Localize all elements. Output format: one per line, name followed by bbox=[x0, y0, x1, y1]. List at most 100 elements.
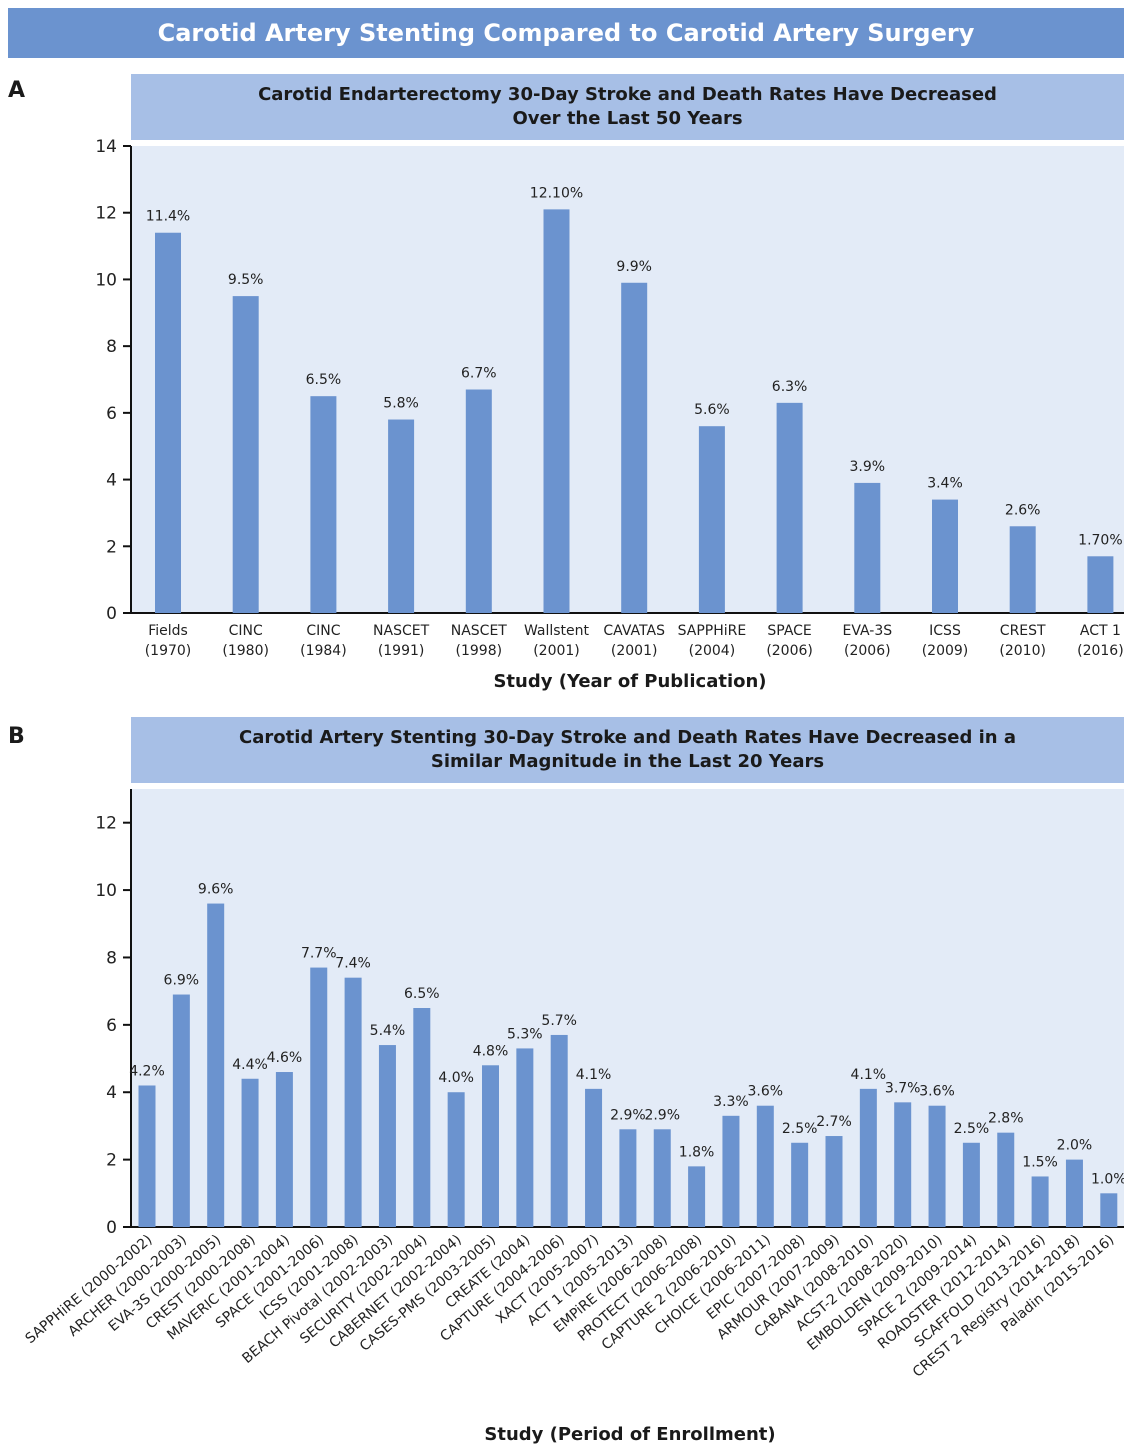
bar-value-label-b: 3.6% bbox=[919, 1084, 955, 1100]
bar-value-label-a: 6.7% bbox=[461, 366, 497, 382]
x-axis-title-b: Study (Period of Enrollment) bbox=[484, 1424, 775, 1445]
category-year-label-a: (2006) bbox=[844, 643, 891, 659]
y-tick-label-a: 8 bbox=[106, 337, 117, 357]
y-tick-label-b: 0 bbox=[106, 1218, 117, 1238]
bar-b bbox=[207, 903, 225, 1227]
category-year-label-a: (2010) bbox=[999, 643, 1046, 659]
bar-value-label-a: 6.5% bbox=[306, 372, 342, 388]
bar-value-label-b: 4.8% bbox=[473, 1043, 509, 1059]
bar-b bbox=[928, 1105, 946, 1227]
figure-title: Carotid Artery Stenting Compared to Caro… bbox=[8, 8, 1124, 58]
bar-a bbox=[232, 296, 259, 613]
bar-b bbox=[1065, 1159, 1083, 1227]
bar-a bbox=[1087, 556, 1114, 613]
category-year-label-a: (1984) bbox=[300, 643, 347, 659]
panel-b-letter: B bbox=[8, 724, 25, 749]
category-label-a: NASCET bbox=[373, 623, 430, 639]
bar-b bbox=[447, 1092, 465, 1227]
category-label-a: CINC bbox=[229, 623, 263, 639]
bar-value-label-b: 3.7% bbox=[885, 1080, 921, 1096]
bar-value-label-b: 7.4% bbox=[335, 956, 371, 972]
category-year-label-a: (1998) bbox=[456, 643, 503, 659]
bar-value-label-b: 7.7% bbox=[301, 946, 337, 962]
bar-a bbox=[932, 499, 958, 613]
y-tick-label-b: 12 bbox=[95, 814, 117, 834]
y-tick-label-a: 10 bbox=[95, 270, 117, 290]
bar-b bbox=[585, 1088, 603, 1227]
y-tick-label-a: 2 bbox=[106, 537, 117, 557]
category-year-label-a: (1970) bbox=[145, 643, 192, 659]
y-tick-label-a: 0 bbox=[106, 604, 117, 624]
category-label-a: Wallstent bbox=[524, 623, 590, 639]
y-tick-label-b: 4 bbox=[106, 1083, 117, 1103]
bar-value-label-a: 6.3% bbox=[772, 379, 808, 395]
bar-value-label-b: 4.1% bbox=[576, 1067, 612, 1083]
bar-value-label-b: 1.0% bbox=[1091, 1171, 1124, 1187]
bar-value-label-a: 5.6% bbox=[694, 402, 730, 418]
bar-b bbox=[550, 1034, 568, 1227]
bar-b bbox=[413, 1008, 431, 1227]
bar-value-label-b: 4.2% bbox=[129, 1063, 165, 1079]
panel-a-title-line-2: Over the Last 50 Years bbox=[512, 108, 743, 129]
bar-b bbox=[482, 1065, 499, 1227]
bar-b bbox=[653, 1129, 671, 1227]
bar-value-label-a: 12.10% bbox=[530, 185, 583, 201]
bar-b bbox=[241, 1078, 259, 1227]
bar-b bbox=[516, 1048, 534, 1227]
bar-value-label-b: 3.3% bbox=[713, 1094, 749, 1110]
bar-b bbox=[344, 977, 362, 1227]
bar-value-label-b: 4.4% bbox=[232, 1057, 268, 1073]
panel-a-letter: A bbox=[8, 78, 26, 103]
bar-value-label-b: 2.0% bbox=[1057, 1138, 1093, 1154]
bar-b bbox=[378, 1045, 396, 1227]
bar-value-label-a: 2.6% bbox=[1005, 502, 1041, 518]
bar-b bbox=[791, 1142, 809, 1227]
bar-a bbox=[1009, 526, 1036, 613]
bar-a bbox=[465, 389, 492, 613]
bar-value-label-b: 5.4% bbox=[370, 1023, 406, 1039]
bar-b bbox=[688, 1166, 706, 1227]
bar-value-label-b: 6.9% bbox=[164, 973, 200, 989]
bar-value-label-a: 9.9% bbox=[616, 259, 652, 275]
bar-value-label-a: 9.5% bbox=[228, 272, 264, 288]
bar-value-label-a: 3.4% bbox=[927, 476, 963, 492]
bar-b bbox=[962, 1142, 980, 1227]
category-label-a: CAVATAS bbox=[603, 623, 665, 639]
panel-a-title-line-1: Carotid Endarterectomy 30-Day Stroke and… bbox=[258, 84, 997, 105]
bar-b bbox=[138, 1085, 156, 1227]
category-label-a: SPACE bbox=[767, 623, 811, 639]
bar-a bbox=[854, 482, 881, 613]
bar-b bbox=[172, 994, 190, 1227]
bar-b bbox=[894, 1102, 912, 1227]
category-year-label-a: (1991) bbox=[378, 643, 425, 659]
bar-b bbox=[756, 1105, 774, 1227]
category-label-a: CREST bbox=[1000, 623, 1046, 639]
bar-value-label-b: 3.6% bbox=[748, 1084, 784, 1100]
y-tick-label-b: 6 bbox=[106, 1016, 117, 1036]
bar-b bbox=[275, 1072, 293, 1227]
bar-value-label-b: 2.7% bbox=[816, 1114, 852, 1130]
bar-b bbox=[1100, 1193, 1118, 1227]
bar-a bbox=[155, 232, 181, 613]
category-label-a: ICSS bbox=[929, 623, 961, 639]
bar-b bbox=[619, 1129, 637, 1227]
y-tick-label-a: 12 bbox=[95, 204, 117, 224]
y-tick-label-a: 6 bbox=[106, 404, 117, 424]
bar-value-label-b: 2.9% bbox=[610, 1107, 646, 1123]
bar-value-label-b: 5.7% bbox=[541, 1013, 577, 1029]
bar-b bbox=[859, 1088, 877, 1227]
bar-a bbox=[698, 426, 725, 613]
category-year-label-a: (2006) bbox=[766, 643, 813, 659]
category-label-a: EVA-3S bbox=[842, 623, 892, 639]
bar-value-label-b: 2.9% bbox=[644, 1107, 680, 1123]
bar-value-label-b: 2.5% bbox=[782, 1121, 818, 1137]
bar-b bbox=[997, 1132, 1015, 1227]
bar-value-label-b: 1.5% bbox=[1022, 1154, 1058, 1170]
category-year-label-a: (2001) bbox=[533, 643, 580, 659]
category-label-a: CINC bbox=[306, 623, 340, 639]
bar-value-label-a: 1.70% bbox=[1078, 532, 1122, 548]
category-year-label-a: (2001) bbox=[611, 643, 658, 659]
category-year-label-a: (1980) bbox=[222, 643, 269, 659]
category-label-a: ACT 1 bbox=[1080, 623, 1121, 639]
chart-a: 0 2 4 6 8 10 12 14 11.4% Fields (1970) 9.5% CINC (198… bbox=[95, 137, 1124, 692]
